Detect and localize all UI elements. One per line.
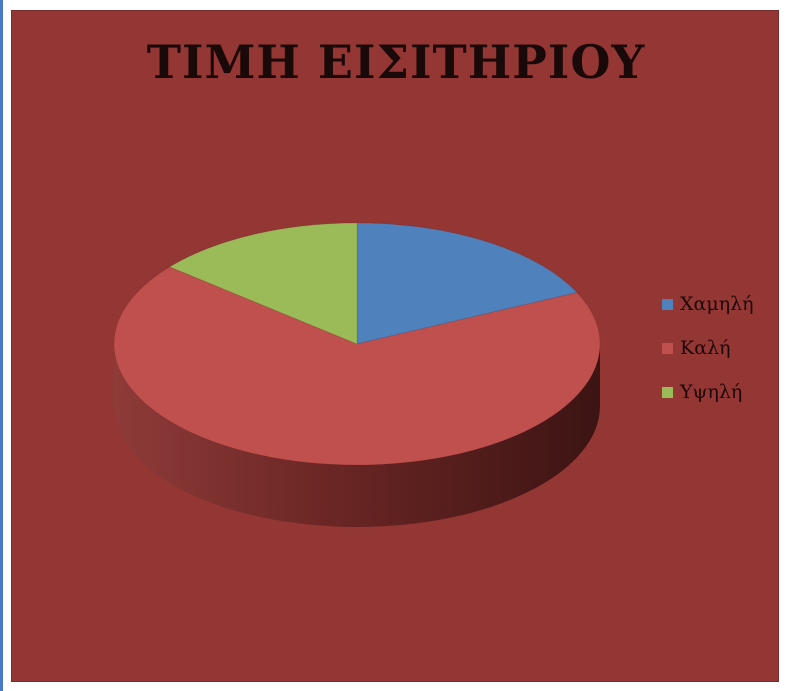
chart-title: ΤΙΜΗ ΕΙΣΙΤΗΡΙΟΥ [146,35,646,89]
chart-legend: Χαμηλή Καλή Υψηλή [662,291,792,423]
legend-swatch [662,386,673,398]
legend-label: Υψηλή [680,381,743,403]
legend-label: Καλή [680,337,731,359]
legend-item: Υψηλή [662,379,792,405]
legend-swatch [662,342,673,354]
legend-swatch [662,298,673,310]
pie-slice-2 [113,266,601,466]
pie-side-wall [114,344,600,527]
legend-item: Καλή [662,335,792,361]
pie-slice-3 [168,222,358,345]
legend-item: Χαμηλή [662,291,792,317]
chart-area: ΤΙΜΗ ΕΙΣΙΤΗΡΙΟΥ Χαμηλή Καλή Υψηλή [11,10,779,682]
pie-slice-1 [356,222,578,345]
pie-chart [113,222,601,527]
legend-label: Χαμηλή [680,293,754,315]
window-edge [0,0,3,691]
